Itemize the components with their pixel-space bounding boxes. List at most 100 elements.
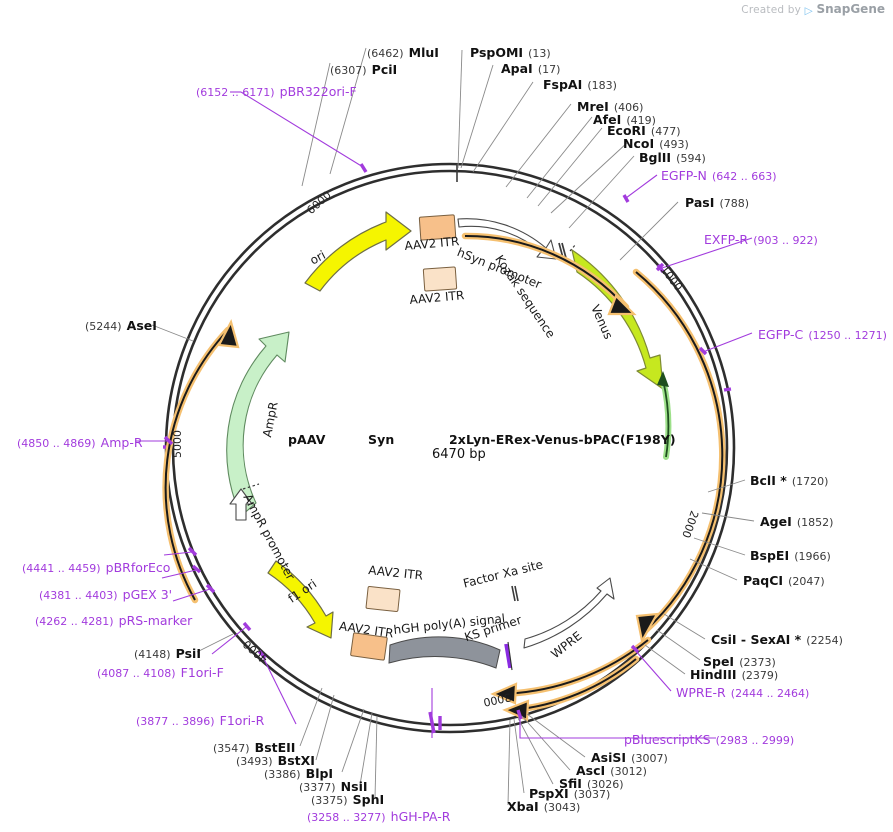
- enzyme-label-afei[interactable]: AfeI (419): [593, 111, 656, 127]
- enzyme-label-asci[interactable]: AscI (3012): [576, 762, 647, 778]
- enzyme-label-fspai[interactable]: FspAI (183): [543, 76, 617, 92]
- center-size-bp: 6470 bp: [432, 447, 486, 462]
- enzyme-label-bglii[interactable]: BglII (594): [639, 149, 706, 165]
- enzyme-pos: (3375): [311, 794, 348, 807]
- enzyme-name: BspEI: [750, 548, 790, 563]
- enzyme-leader-lines: [151, 47, 755, 806]
- enzyme-label-asei[interactable]: (5244) AseI: [85, 317, 157, 333]
- enzyme-label-bcli[interactable]: BclI * (1720): [750, 472, 828, 488]
- feature-ori[interactable]: [304, 211, 412, 292]
- feature-green-arrow[interactable]: [657, 371, 672, 460]
- enzyme-label-sfii[interactable]: SfiI (3026): [559, 775, 624, 791]
- feature-hsyn-promoter[interactable]: [457, 218, 557, 260]
- primer-label-pbluescriptks[interactable]: pBluescriptKS (2983 .. 2999): [624, 731, 794, 747]
- feature-itr-boxes[interactable]: [350, 214, 458, 661]
- enzyme-label-asisi[interactable]: AsiSI (3007): [591, 749, 668, 765]
- feature-f1-ori[interactable]: [267, 560, 334, 639]
- watermark-brand: SnapGene: [816, 2, 885, 16]
- enzyme-pos: (183): [587, 79, 617, 92]
- primer-name: EXFP-R: [704, 232, 749, 247]
- feature-ks-primer[interactable]: [504, 641, 513, 671]
- enzyme-label-mrei[interactable]: MreI (406): [577, 98, 643, 114]
- enzyme-name: HindIII: [690, 667, 737, 682]
- enzyme-name: AgeI: [760, 514, 792, 529]
- primer-label-wpre-r[interactable]: WPRE-R (2444 .. 2464): [676, 684, 809, 700]
- primer-label-egfp-c[interactable]: EGFP-C (1250 .. 1271): [758, 326, 887, 342]
- enzyme-name: BstXI: [277, 753, 315, 768]
- watermark-prefix: Created by: [741, 4, 802, 16]
- enzyme-label-nsii[interactable]: (3377) NsiI: [299, 778, 368, 794]
- enzyme-pos: (419): [626, 114, 656, 127]
- enzyme-label-pspomi[interactable]: PspOMI (13): [470, 44, 551, 60]
- primer-label-exfp-r[interactable]: EXFP-R (903 .. 922): [704, 231, 818, 247]
- enzyme-label-spei[interactable]: SpeI (2373): [703, 653, 776, 669]
- primer-label-amp-r[interactable]: (4850 .. 4869) Amp-R: [17, 434, 143, 450]
- enzyme-name: PspOMI: [470, 45, 524, 60]
- primer-label-f1ori-f[interactable]: (4087 .. 4108) F1ori-F: [97, 664, 224, 680]
- primer-leader-lines: [136, 91, 753, 739]
- enzyme-name: FspAI: [543, 77, 583, 92]
- feature-ampr[interactable]: [226, 331, 290, 517]
- primer-label-hgh-pa-r[interactable]: (3258 .. 3277) hGH-PA-R: [307, 808, 450, 824]
- primer-name: F1ori-R: [219, 713, 265, 728]
- primer-label-pbrforeco[interactable]: (4441 .. 4459) pBRforEco: [22, 559, 170, 575]
- primer-name: EGFP-C: [758, 327, 804, 342]
- enzyme-label-ncoi[interactable]: NcoI (493): [623, 135, 689, 151]
- primer-site-ticks: [163, 163, 708, 734]
- enzyme-label-xbai[interactable]: XbaI (3043): [507, 798, 580, 814]
- itr-box-1: [418, 214, 457, 241]
- enzyme-pos: (3007): [631, 752, 668, 765]
- enzyme-name: NcoI: [623, 136, 655, 151]
- enzyme-name: PsiI: [175, 646, 201, 661]
- primer-pos: (4381 .. 4403): [39, 589, 118, 602]
- enzyme-label-bstxi[interactable]: (3493) BstXI: [236, 752, 315, 768]
- primer-pos: (903 .. 922): [753, 234, 818, 247]
- enzyme-name: BlpI: [305, 766, 334, 781]
- enzyme-name: PciI: [371, 62, 398, 77]
- enzyme-label-pasi[interactable]: PasI (788): [685, 194, 749, 210]
- enzyme-name: SphI: [352, 792, 385, 807]
- enzyme-label-ecori[interactable]: EcoRI (477): [607, 122, 681, 138]
- enzyme-label-paqci[interactable]: PaqCI (2047): [743, 572, 825, 588]
- feature-wpre[interactable]: [523, 577, 615, 649]
- enzyme-pos: (5244): [85, 320, 122, 333]
- enzyme-label-apai[interactable]: ApaI (17): [501, 60, 560, 76]
- primer-label-egfp-n[interactable]: EGFP-N (642 .. 663): [661, 167, 777, 183]
- enzyme-label-bsteii[interactable]: (3547) BstEII: [213, 739, 295, 755]
- enzyme-pos: (17): [537, 63, 561, 76]
- enzyme-label-agei[interactable]: AgeI (1852): [760, 513, 833, 529]
- enzyme-label-hindiii[interactable]: HindIII (2379): [690, 666, 778, 682]
- enzyme-pos: (1720): [791, 475, 829, 488]
- primer-pos: (642 .. 663): [712, 170, 777, 183]
- primer-label-f1ori-r[interactable]: (3877 .. 3896) F1ori-R: [136, 712, 264, 728]
- enzyme-label-mlui[interactable]: (6462) MluI: [367, 44, 439, 60]
- enzyme-label-blpi[interactable]: (3386) BlpI: [264, 765, 333, 781]
- enzyme-pos: (788): [719, 197, 750, 210]
- feature-venus[interactable]: [569, 243, 664, 390]
- enzyme-pos: (493): [659, 138, 689, 151]
- enzyme-label-psii[interactable]: (4148) PsiI: [134, 645, 201, 661]
- enzyme-name: AscI: [576, 763, 606, 778]
- enzyme-pos: (3043): [543, 801, 581, 814]
- feature-ampr-promoter[interactable]: [229, 488, 253, 521]
- enzyme-label-pspxi[interactable]: PspXI (3037): [529, 785, 610, 801]
- primer-name: pGEX 3': [122, 587, 173, 602]
- enzyme-label-sphi[interactable]: (3375) SphI: [311, 791, 384, 807]
- primer-label-prs-marker[interactable]: (4262 .. 4281) pRS-marker: [35, 612, 192, 628]
- feature-factor-xa-site[interactable]: [511, 585, 519, 602]
- itr-box-4: [350, 632, 388, 661]
- enzyme-label-pcii[interactable]: (6307) PciI: [330, 61, 397, 77]
- itr-box-2: [422, 266, 458, 292]
- enzyme-label-csii-sexai[interactable]: CsiI - SexAI * (2254): [711, 631, 843, 647]
- primer-pos: (2983 .. 2999): [715, 734, 795, 747]
- enzyme-pos: (4148): [134, 648, 171, 661]
- enzyme-name: NsiI: [340, 779, 368, 794]
- center-title-paav: pAAV: [288, 432, 326, 447]
- enzyme-label-bspei[interactable]: BspEI (1966): [750, 547, 831, 563]
- feature-hgh-polya[interactable]: [388, 636, 501, 669]
- enzyme-name: BglII: [639, 150, 672, 165]
- primer-label-pgex-3p[interactable]: (4381 .. 4403) pGEX 3': [39, 586, 172, 602]
- primer-label-pbr322ori-f[interactable]: (6152 .. 6171) pBR322ori-F: [196, 83, 357, 99]
- enzyme-pos: (3377): [299, 781, 336, 794]
